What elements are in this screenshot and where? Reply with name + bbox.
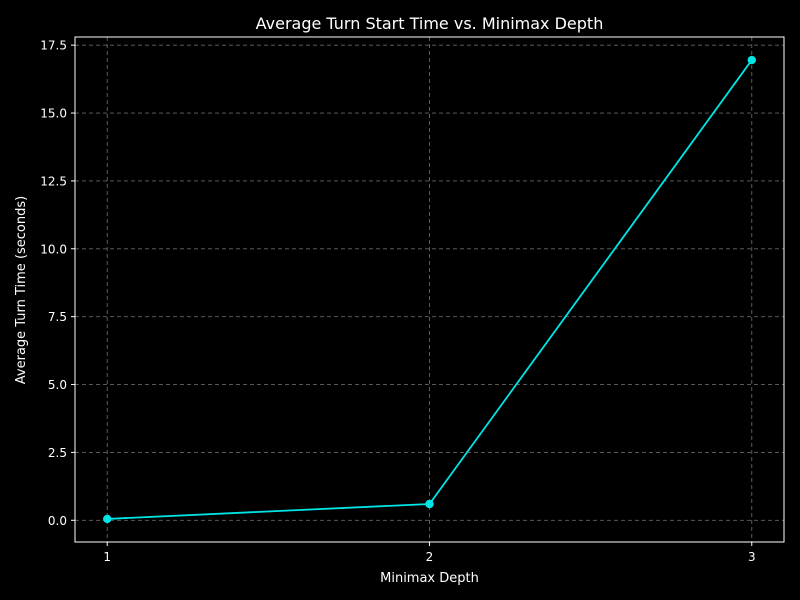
chart-title: Average Turn Start Time vs. Minimax Dept… bbox=[256, 14, 604, 33]
y-tick-label: 7.5 bbox=[48, 310, 67, 324]
y-tick-label: 17.5 bbox=[40, 39, 67, 53]
y-axis-label: Average Turn Time (seconds) bbox=[14, 196, 29, 384]
x-tick-label: 3 bbox=[748, 550, 756, 564]
data-point bbox=[425, 499, 434, 509]
data-point bbox=[747, 55, 756, 65]
series bbox=[103, 55, 756, 524]
y-tick-label: 15.0 bbox=[40, 107, 67, 121]
y-tick-label: 0.0 bbox=[48, 514, 67, 528]
grid bbox=[75, 37, 784, 542]
y-tick-label: 10.0 bbox=[40, 242, 67, 256]
x-axis-label: Minimax Depth bbox=[380, 571, 479, 586]
y-tick-label: 12.5 bbox=[40, 174, 67, 188]
y-tick-label: 2.5 bbox=[48, 446, 67, 460]
y-tick-label: 5.0 bbox=[48, 378, 67, 392]
x-tick-label: 2 bbox=[426, 550, 434, 564]
data-point bbox=[103, 514, 112, 524]
axis-ticks: 1 2 3 0.0 2.5 5.0 7.5 10.0 12.5 15.0 17.5 bbox=[40, 39, 755, 564]
x-tick-label: 1 bbox=[103, 550, 111, 564]
